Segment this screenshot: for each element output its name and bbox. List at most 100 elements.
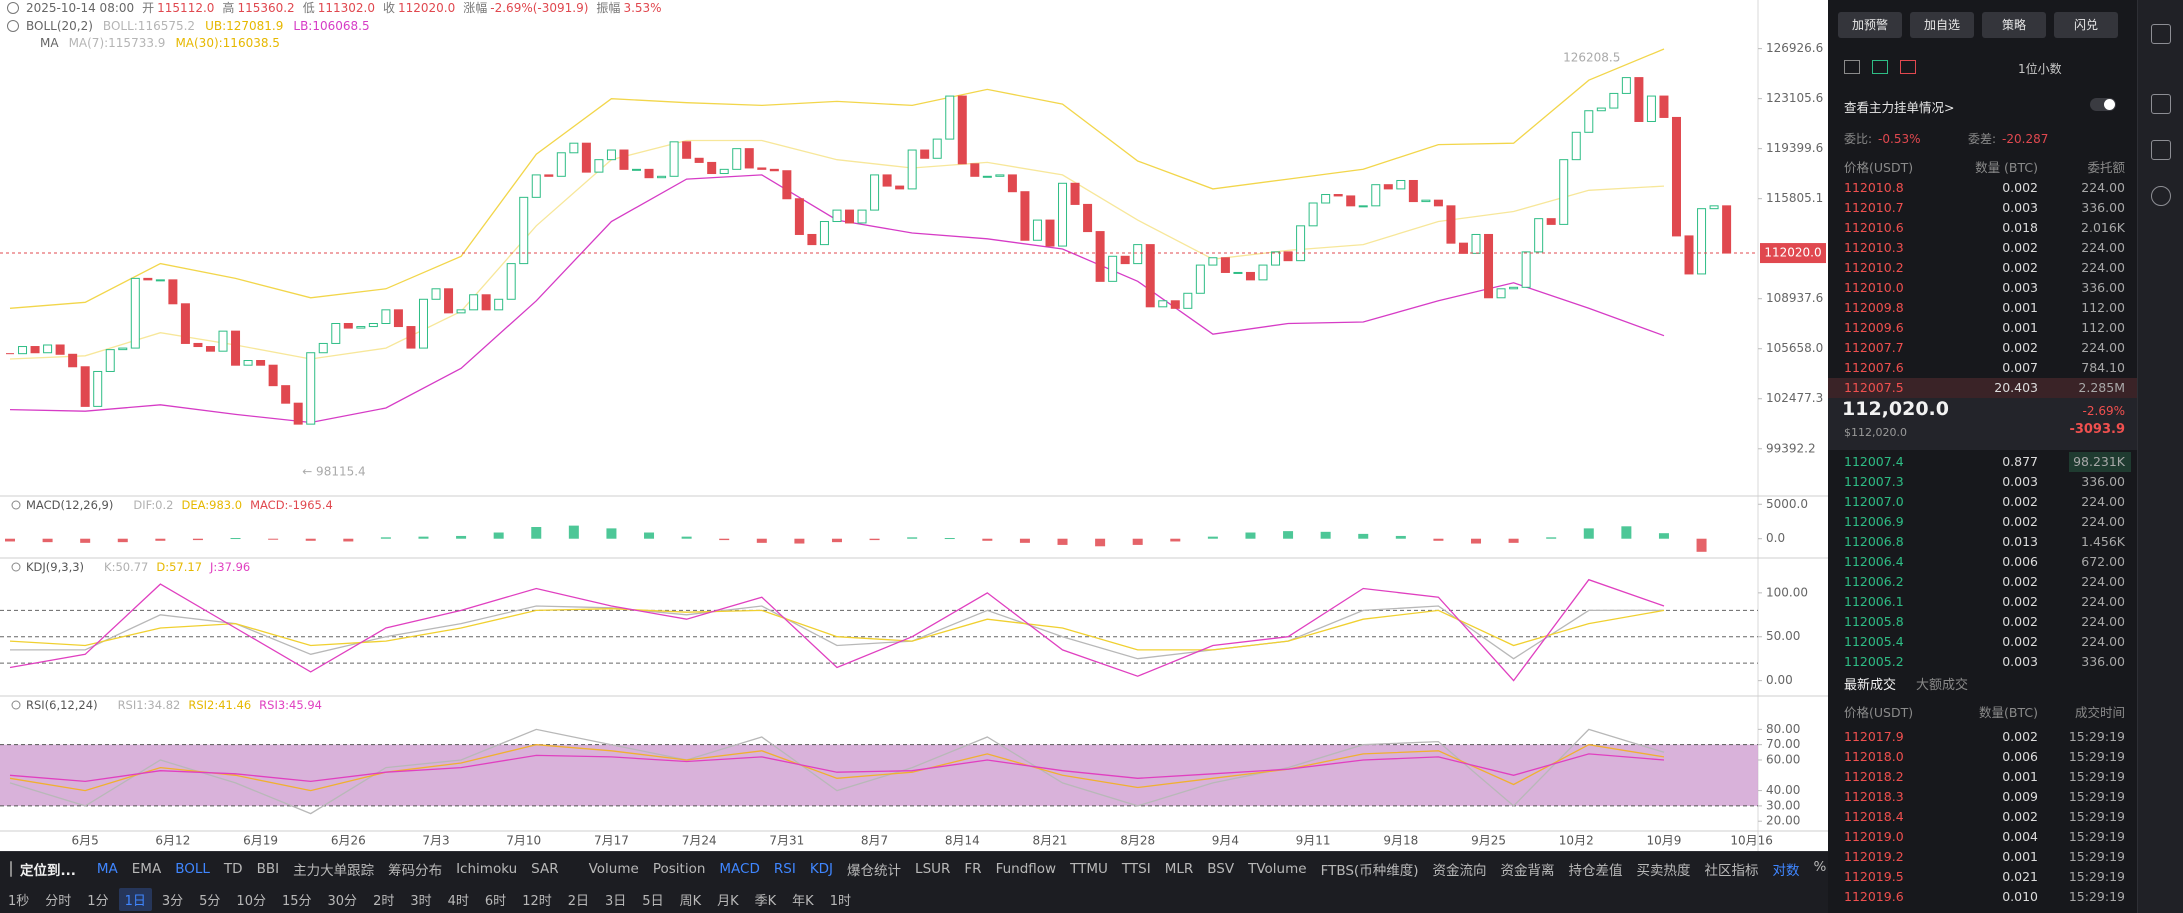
extreme-label: 126208.5 (1563, 50, 1620, 64)
trade-tab[interactable]: 最新成交 (1844, 678, 1897, 693)
icon[interactable] (10, 861, 12, 877)
timeframe[interactable]: 分时 (45, 893, 72, 909)
icon[interactable] (2151, 140, 2171, 160)
trade-row-col1: 112017.9 (1844, 729, 1904, 744)
bid-row-col2: 0.002 (2002, 634, 2038, 649)
toggle[interactable] (2090, 98, 2116, 111)
icon[interactable] (2151, 24, 2171, 44)
y-tick-label: 0.0 (1766, 531, 1785, 545)
macd-bar (80, 538, 91, 543)
ratio-label: 委比: (1844, 132, 1873, 146)
macd-bar (1471, 538, 1482, 544)
button[interactable]: 策略 (1982, 12, 2046, 38)
toolbar-item[interactable]: 持仓差值 (1568, 863, 1623, 879)
timeframe[interactable]: 3时 (410, 893, 432, 909)
indicator-line (9, 753, 1665, 783)
icon[interactable] (1844, 60, 1860, 74)
bid-row-col1: 112007.4 (1844, 454, 1904, 469)
timeframe[interactable]: 1秒 (8, 893, 30, 909)
bid-row-col3: 224.00 (2081, 494, 2125, 509)
indicator-line (9, 728, 1665, 815)
toolbar-item[interactable]: MLR (1164, 861, 1194, 877)
toolbar-item[interactable]: MACD (719, 861, 760, 877)
toolbar-item[interactable]: Position (652, 861, 706, 877)
toolbar-item[interactable]: EMA (131, 861, 162, 877)
toolbar-item[interactable]: 主力大单跟踪 (293, 863, 375, 879)
timeframe[interactable]: 季K (754, 893, 777, 909)
icon[interactable] (2151, 94, 2171, 114)
toolbar-item[interactable]: FR (964, 861, 982, 877)
toolbar-item[interactable]: TD (223, 861, 243, 877)
ratio: 委比: -0.53% (1844, 130, 1921, 147)
toolbar-item[interactable]: 买卖热度 (1636, 863, 1691, 879)
icon[interactable] (1872, 60, 1888, 74)
toolbar-item[interactable]: TVolume (1248, 861, 1307, 877)
toolbar-item[interactable]: Ichimoku (456, 861, 518, 877)
toolbar-item[interactable]: MA (96, 861, 118, 877)
toolbar-item[interactable]: 对数 (1772, 863, 1800, 879)
timeframe[interactable]: 15分 (281, 893, 312, 909)
toolbar-item[interactable]: Volume (588, 861, 639, 877)
x-tick-label: 7月31 (769, 834, 804, 848)
toolbar-item[interactable]: RSI (773, 861, 796, 877)
timeframe[interactable]: 1分 (87, 893, 109, 909)
bid-row-col1: 112007.0 (1844, 494, 1904, 509)
macd-bar (1283, 531, 1294, 539)
toolbar-item[interactable]: KDJ (809, 861, 834, 877)
timeframe[interactable]: 周K (679, 893, 702, 909)
candle (1509, 286, 1519, 290)
timeframe[interactable]: 30分 (327, 893, 358, 909)
locate[interactable]: 定位到... (20, 863, 76, 879)
icon[interactable] (2151, 186, 2171, 206)
timeframe[interactable]: 1时 (829, 893, 851, 909)
timeframe[interactable]: 1日 (118, 887, 152, 911)
timeframe[interactable]: 3分 (161, 893, 184, 909)
toolbar-item[interactable]: TTSI (1121, 861, 1151, 877)
precision-select[interactable]: 1位小数 (2018, 62, 2062, 76)
bid-row-col1: 112006.9 (1844, 514, 1904, 529)
candle (381, 309, 391, 324)
timeframe[interactable]: 月K (717, 893, 739, 909)
toolbar-item[interactable]: 社区指标 (1704, 863, 1759, 879)
button[interactable]: 加预警 (1838, 12, 1902, 38)
timeframe[interactable]: 2时 (373, 893, 395, 909)
toolbar-item[interactable]: SAR (531, 861, 559, 877)
timeframe[interactable]: 5日 (642, 893, 664, 909)
x-tick-label: 9月25 (1471, 834, 1506, 848)
timeframe[interactable]: 4时 (447, 893, 469, 909)
toolbar-item[interactable]: Fundflow (995, 861, 1057, 877)
toolbar-item[interactable]: FTBS(币种维度) (1320, 863, 1419, 879)
toolbar-item[interactable]: 资金流向 (1432, 863, 1487, 879)
toolbar-item[interactable]: 筹码分布 (388, 863, 443, 879)
timeframe[interactable]: 12时 (522, 893, 552, 909)
toolbar-item[interactable]: TTMU (1070, 861, 1108, 877)
timeframe[interactable]: 5分 (199, 893, 221, 909)
timeframe[interactable]: 年K (792, 893, 814, 909)
toolbar-item[interactable]: BBI (256, 861, 280, 877)
x-tick-label: 8月28 (1120, 834, 1155, 848)
icon[interactable] (1900, 60, 1916, 74)
ask-row-col3: 336.00 (2081, 200, 2125, 215)
candle (1208, 257, 1218, 266)
ask-row-col1: 112009.8 (1844, 300, 1904, 315)
ask-row-col1: 112007.6 (1844, 360, 1904, 375)
main-orders-link[interactable]: 查看主力挂单情况> (1844, 100, 1955, 115)
toolbar-item[interactable]: BOLL (175, 861, 210, 877)
timeframe[interactable]: 6时 (484, 893, 507, 909)
toolbar-item[interactable]: 资金背离 (1500, 863, 1555, 879)
trade-tab[interactable]: 大额成交 (1916, 678, 1969, 693)
candle (1007, 174, 1017, 193)
trade-row-col3: 15:29:19 (2068, 809, 2125, 824)
timeframe[interactable]: 3日 (605, 893, 627, 909)
timeframe[interactable]: 10分 (236, 893, 266, 909)
trade-row-col3: 15:29:19 (2068, 769, 2125, 784)
button[interactable]: 闪兑 (2054, 12, 2118, 38)
toolbar-item[interactable]: % (1813, 859, 1827, 875)
bid-row-col3: 1.456K (2081, 534, 2125, 549)
toolbar-item[interactable]: LSUR (915, 861, 951, 877)
ohlc-value: 115112.0 (157, 1, 214, 15)
timeframe[interactable]: 2日 (567, 893, 590, 909)
button[interactable]: 加自选 (1910, 12, 1974, 38)
toolbar-item[interactable]: BSV (1207, 861, 1235, 877)
toolbar-item[interactable]: 爆仓统计 (847, 863, 902, 879)
